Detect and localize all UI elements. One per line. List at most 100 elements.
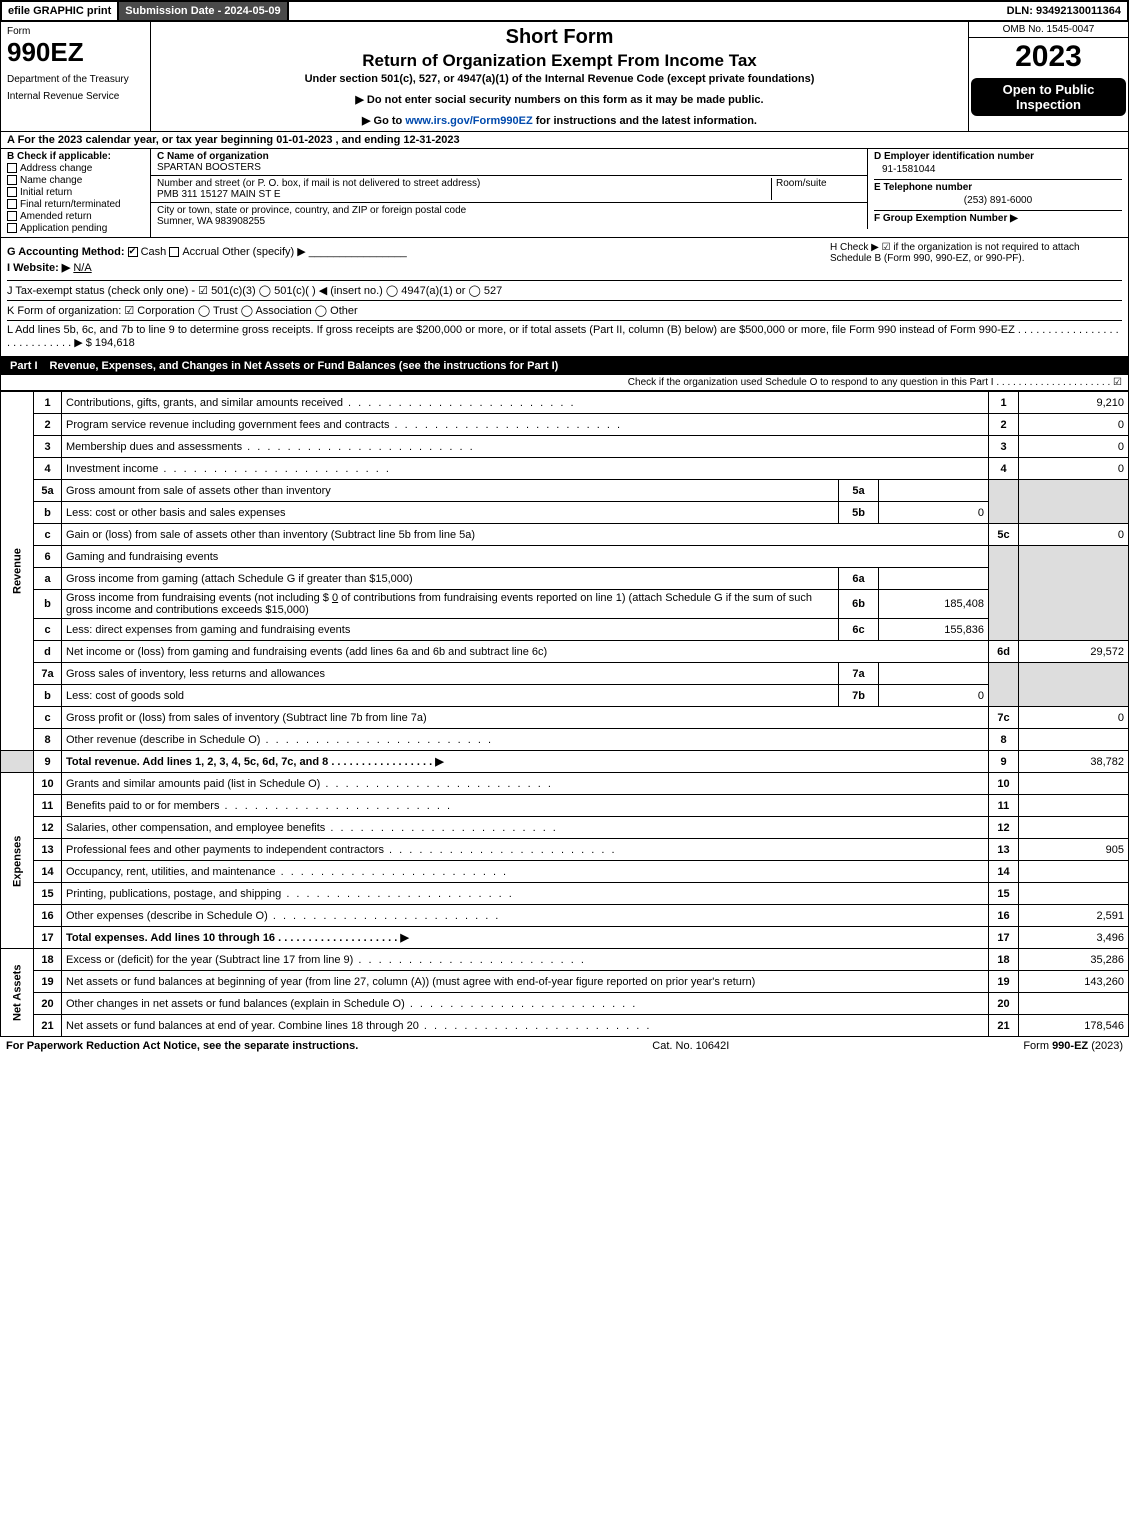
line-6a-desc: Gross income from gaming (attach Schedul… <box>62 568 839 590</box>
part-i-title: Revenue, Expenses, and Changes in Net As… <box>50 360 559 372</box>
line-7b-subval: 0 <box>879 685 989 707</box>
irs-link[interactable]: www.irs.gov/Form990EZ <box>405 115 532 127</box>
dept-irs: Internal Revenue Service <box>7 91 144 102</box>
header-left: Form 990EZ Department of the Treasury In… <box>1 22 151 131</box>
part-i-header: Part I Revenue, Expenses, and Changes in… <box>0 357 1129 375</box>
title-section: Under section 501(c), 527, or 4947(a)(1)… <box>159 73 960 85</box>
side-revenue: Revenue <box>1 392 34 751</box>
title-goto-link: ▶ Go to www.irs.gov/Form990EZ for instru… <box>159 114 960 127</box>
line-16-desc: Other expenses (describe in Schedule O) <box>62 905 989 927</box>
line-9-value: 38,782 <box>1019 751 1129 773</box>
org-name: SPARTAN BOOSTERS <box>157 162 861 173</box>
footer-right: Form 990-EZ (2023) <box>1023 1040 1123 1052</box>
l-gross-receipts: L Add lines 5b, 6c, and 7b to line 9 to … <box>7 320 1122 349</box>
line-1-desc: Contributions, gifts, grants, and simila… <box>62 392 989 414</box>
header-mid: Short Form Return of Organization Exempt… <box>151 22 968 131</box>
line-11-value <box>1019 795 1129 817</box>
i-website: I Website: ▶ N/A <box>7 261 822 274</box>
line-6b-desc: Gross income from fundraising events (no… <box>62 590 839 619</box>
line-5a-desc: Gross amount from sale of assets other t… <box>62 480 839 502</box>
dln-label: DLN: 93492130011364 <box>1001 2 1127 20</box>
col-b-checkboxes: B Check if applicable: Address change Na… <box>1 149 151 237</box>
header-right: OMB No. 1545-0047 2023 Open to Public In… <box>968 22 1128 131</box>
c-room-label: Room/suite <box>771 178 861 200</box>
footer-mid: Cat. No. 10642I <box>652 1040 729 1052</box>
omb-number: OMB No. 1545-0047 <box>969 22 1128 38</box>
j-tax-exempt: J Tax-exempt status (check only one) - ☑… <box>7 280 1122 297</box>
section-bcdef: B Check if applicable: Address change Na… <box>0 149 1129 238</box>
e-phone-value: (253) 891-6000 <box>874 193 1122 210</box>
line-3-value: 0 <box>1019 436 1129 458</box>
f-group-label: F Group Exemption Number ▶ <box>874 210 1122 224</box>
line-16-value: 2,591 <box>1019 905 1129 927</box>
side-netassets: Net Assets <box>1 949 34 1037</box>
line-11-desc: Benefits paid to or for members <box>62 795 989 817</box>
k-form-org: K Form of organization: ☑ Corporation ◯ … <box>7 300 1122 317</box>
line-19-desc: Net assets or fund balances at beginning… <box>62 971 989 993</box>
line-20-value <box>1019 993 1129 1015</box>
c-city-cell: City or town, state or province, country… <box>151 203 867 229</box>
line-8-desc: Other revenue (describe in Schedule O) <box>62 729 989 751</box>
col-cdef: C Name of organization SPARTAN BOOSTERS … <box>151 149 1128 237</box>
line-1-value: 9,210 <box>1019 392 1129 414</box>
line-15-value <box>1019 883 1129 905</box>
d-ein-label: D Employer identification number <box>874 151 1122 162</box>
line-7a-subval <box>879 663 989 685</box>
line-6a-subval <box>879 568 989 590</box>
line-10-desc: Grants and similar amounts paid (list in… <box>62 773 989 795</box>
line-2-desc: Program service revenue including govern… <box>62 414 989 436</box>
page-footer: For Paperwork Reduction Act Notice, see … <box>0 1037 1129 1055</box>
part-i-label: Part I <box>6 360 42 372</box>
h-schedule-b: H Check ▶ ☑ if the organization is not r… <box>822 242 1122 277</box>
line-5c-value: 0 <box>1019 524 1129 546</box>
line-6-desc: Gaming and fundraising events <box>62 546 989 568</box>
title-return: Return of Organization Exempt From Incom… <box>159 51 960 71</box>
tax-year: 2023 <box>969 38 1128 76</box>
c-street-cell: Number and street (or P. O. box, if mail… <box>151 176 867 203</box>
line-17-desc: Total expenses. Add lines 10 through 16 … <box>62 927 989 949</box>
c-name-label: C Name of organization <box>157 151 861 162</box>
line-18-desc: Excess or (deficit) for the year (Subtra… <box>62 949 989 971</box>
efile-label[interactable]: efile GRAPHIC print <box>2 2 119 20</box>
line-7b-desc: Less: cost of goods sold <box>62 685 839 707</box>
line-18-value: 35,286 <box>1019 949 1129 971</box>
line-5c-desc: Gain or (loss) from sale of assets other… <box>62 524 989 546</box>
line-21-desc: Net assets or fund balances at end of ye… <box>62 1015 989 1037</box>
c-city-label: City or town, state or province, country… <box>157 205 861 216</box>
line-6b-subval: 185,408 <box>879 590 989 619</box>
line-13-value: 905 <box>1019 839 1129 861</box>
side-expenses: Expenses <box>1 773 34 949</box>
footer-left: For Paperwork Reduction Act Notice, see … <box>6 1040 358 1052</box>
section-ghijkl: G Accounting Method: Cash Accrual Other … <box>0 238 1129 357</box>
d-ein-value: 91-1581044 <box>874 162 1122 179</box>
form-label: Form <box>7 26 144 37</box>
org-city: Sumner, WA 983908255 <box>157 216 861 227</box>
line-7c-value: 0 <box>1019 707 1129 729</box>
cb-address-change[interactable]: Address change <box>7 163 144 174</box>
submission-date: Submission Date - 2024-05-09 <box>119 2 288 20</box>
line-21-value: 178,546 <box>1019 1015 1129 1037</box>
line-19-value: 143,260 <box>1019 971 1129 993</box>
cb-application-pending[interactable]: Application pending <box>7 223 144 234</box>
cb-name-change[interactable]: Name change <box>7 175 144 186</box>
line-14-value <box>1019 861 1129 883</box>
line-13-desc: Professional fees and other payments to … <box>62 839 989 861</box>
line-4-desc: Investment income <box>62 458 989 480</box>
row-a-taxyear: A For the 2023 calendar year, or tax yea… <box>0 132 1129 149</box>
top-bar: efile GRAPHIC print Submission Date - 20… <box>0 0 1129 22</box>
line-14-desc: Occupancy, rent, utilities, and maintena… <box>62 861 989 883</box>
open-to-public: Open to Public Inspection <box>971 78 1126 116</box>
title-ssn-warning: ▶ Do not enter social security numbers o… <box>159 93 960 106</box>
form-number: 990EZ <box>7 37 144 68</box>
cb-initial-return[interactable]: Initial return <box>7 187 144 198</box>
line-5b-desc: Less: cost or other basis and sales expe… <box>62 502 839 524</box>
org-street: PMB 311 15127 MAIN ST E <box>157 189 771 200</box>
line-6c-subval: 155,836 <box>879 619 989 641</box>
cb-amended-return[interactable]: Amended return <box>7 211 144 222</box>
g-accounting: G Accounting Method: Cash Accrual Other … <box>7 245 822 258</box>
cb-final-return[interactable]: Final return/terminated <box>7 199 144 210</box>
line-15-desc: Printing, publications, postage, and shi… <box>62 883 989 905</box>
c-street-label: Number and street (or P. O. box, if mail… <box>157 178 771 189</box>
dept-treasury: Department of the Treasury <box>7 74 144 85</box>
line-9-desc: Total revenue. Add lines 1, 2, 3, 4, 5c,… <box>62 751 989 773</box>
